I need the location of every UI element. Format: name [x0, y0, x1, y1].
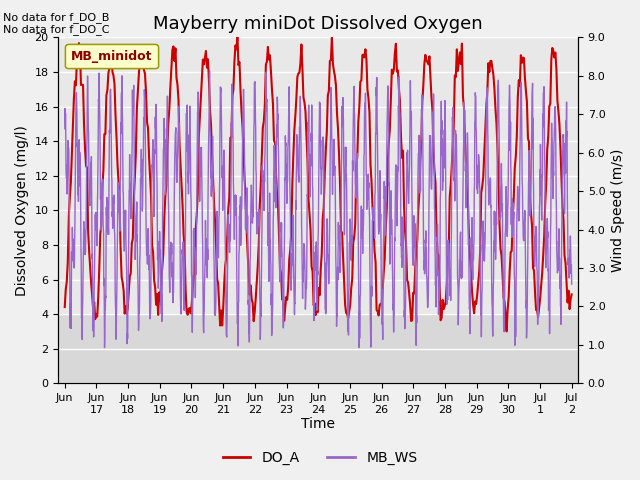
- Text: No data for f_DO_C: No data for f_DO_C: [3, 24, 109, 35]
- Legend: MB_minidot: MB_minidot: [65, 44, 158, 68]
- Text: No data for f_DO_B: No data for f_DO_B: [3, 12, 109, 23]
- Legend: DO_A, MB_WS: DO_A, MB_WS: [217, 445, 423, 471]
- Y-axis label: Wind Speed (m/s): Wind Speed (m/s): [611, 149, 625, 272]
- X-axis label: Time: Time: [301, 418, 335, 432]
- Y-axis label: Dissolved Oxygen (mg/l): Dissolved Oxygen (mg/l): [15, 125, 29, 296]
- Bar: [58, 314, 578, 384]
- Title: Mayberry miniDot Dissolved Oxygen: Mayberry miniDot Dissolved Oxygen: [154, 15, 483, 33]
